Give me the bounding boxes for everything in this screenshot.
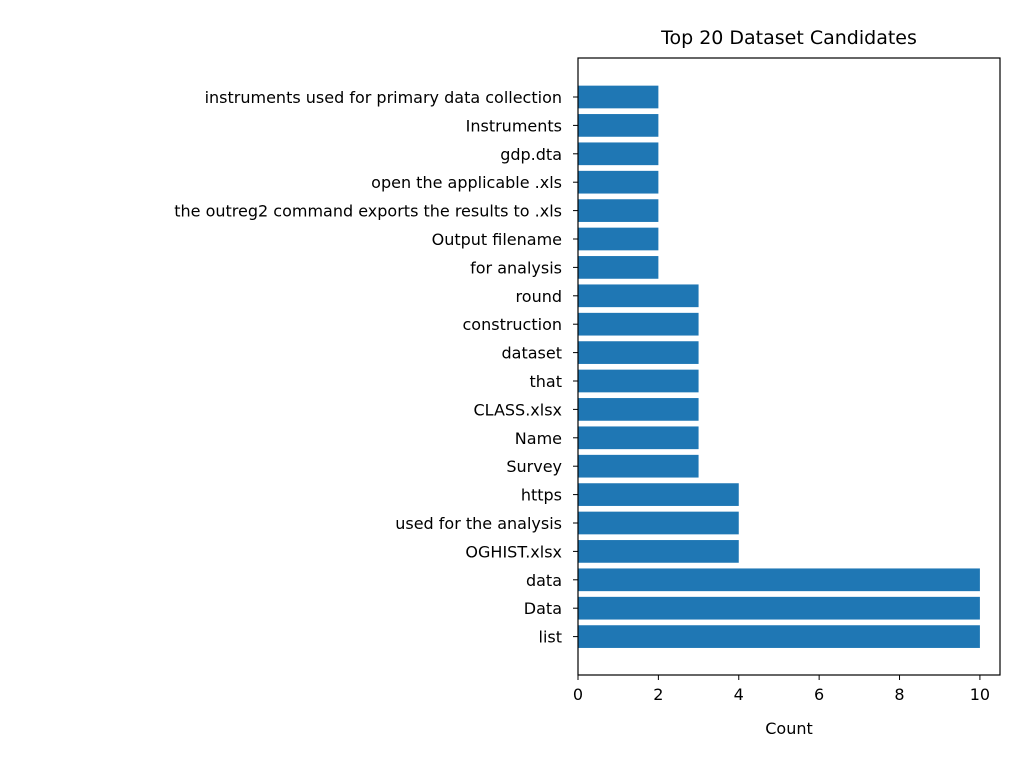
x-tick-label: 4 xyxy=(734,685,744,704)
y-tick-label: Instruments xyxy=(466,116,562,135)
bar xyxy=(578,170,659,194)
y-tick-label: instruments used for primary data collec… xyxy=(205,88,562,107)
chart-title: Top 20 Dataset Candidates xyxy=(660,27,917,49)
plot-frame xyxy=(577,57,1001,676)
bar xyxy=(578,625,980,648)
bar xyxy=(578,369,699,393)
y-tick-label: data xyxy=(526,571,562,590)
bar xyxy=(578,142,659,166)
x-tick-label: 8 xyxy=(894,685,904,704)
bar xyxy=(578,398,699,421)
bar xyxy=(578,568,980,592)
bar xyxy=(578,596,980,620)
y-tick-label: Data xyxy=(524,599,562,618)
bar xyxy=(578,341,699,364)
x-tick-label: 0 xyxy=(573,685,583,704)
y-axis-ticks: instruments used for primary data collec… xyxy=(174,88,578,647)
x-tick-label: 2 xyxy=(653,685,663,704)
y-tick-label: construction xyxy=(463,315,563,334)
y-tick-label: gdp.dta xyxy=(500,145,562,164)
bar xyxy=(578,511,739,535)
bar xyxy=(578,312,699,336)
x-tick-label: 10 xyxy=(970,685,990,704)
y-tick-label: that xyxy=(530,372,563,391)
x-tick-label: 6 xyxy=(814,685,824,704)
bar xyxy=(578,114,659,137)
y-tick-label: round xyxy=(516,287,562,306)
y-tick-label: for analysis xyxy=(470,258,562,277)
bar xyxy=(578,85,659,109)
y-tick-label: Name xyxy=(515,429,562,448)
y-tick-label: used for the analysis xyxy=(395,514,562,533)
bar xyxy=(578,454,699,478)
bars-group xyxy=(578,85,980,648)
y-tick-label: https xyxy=(521,486,562,505)
x-axis-title: Count xyxy=(765,719,813,738)
y-tick-label: open the applicable .xls xyxy=(371,173,562,192)
bar xyxy=(578,426,699,450)
y-tick-label: list xyxy=(539,628,563,647)
y-tick-label: Survey xyxy=(506,457,562,476)
x-axis-ticks: 0 2 4 6 8 10 xyxy=(573,675,990,704)
bar xyxy=(578,540,739,563)
bar xyxy=(578,227,659,251)
y-tick-label: CLASS.xlsx xyxy=(473,400,562,419)
y-tick-label: Output filename xyxy=(432,230,562,249)
y-tick-label: the outreg2 command exports the results … xyxy=(174,202,562,221)
y-tick-label: OGHIST.xlsx xyxy=(465,542,562,561)
bar xyxy=(578,483,739,506)
bar xyxy=(578,284,699,308)
bar xyxy=(578,256,659,279)
bar xyxy=(578,199,659,222)
y-tick-label: dataset xyxy=(502,344,563,363)
